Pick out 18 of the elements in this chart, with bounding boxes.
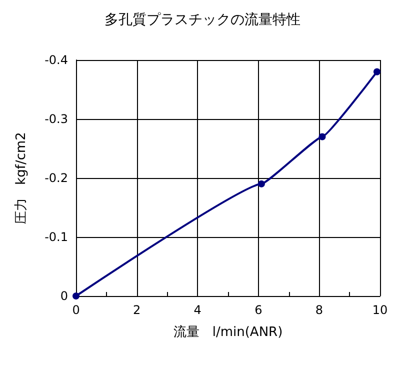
y-tick-label: -0.1 bbox=[44, 230, 68, 244]
x-axis-title: 流量 l/min(ANR) bbox=[173, 324, 283, 340]
y-axis-title: 圧力 kgf/cm2 bbox=[14, 132, 29, 224]
point bbox=[72, 292, 80, 300]
y-tick-label: -0.4 bbox=[44, 53, 68, 67]
point bbox=[373, 68, 380, 76]
point bbox=[258, 180, 265, 188]
point bbox=[318, 133, 326, 140]
x-tick-label: 6 bbox=[254, 303, 262, 317]
y-tick-label: -0.2 bbox=[44, 171, 68, 185]
x-tick-label: 2 bbox=[132, 303, 141, 317]
x-tick-label: 0 bbox=[72, 303, 80, 317]
y-tick-label: 0 bbox=[60, 289, 68, 303]
x-tick-label: 10 bbox=[372, 303, 388, 317]
x-tick-label: 4 bbox=[194, 303, 202, 317]
y-tick-label: -0.3 bbox=[44, 112, 68, 126]
x-tick-label: 8 bbox=[315, 303, 324, 317]
chart-title: 多孔質プラスチックの流量特性 bbox=[104, 12, 300, 28]
